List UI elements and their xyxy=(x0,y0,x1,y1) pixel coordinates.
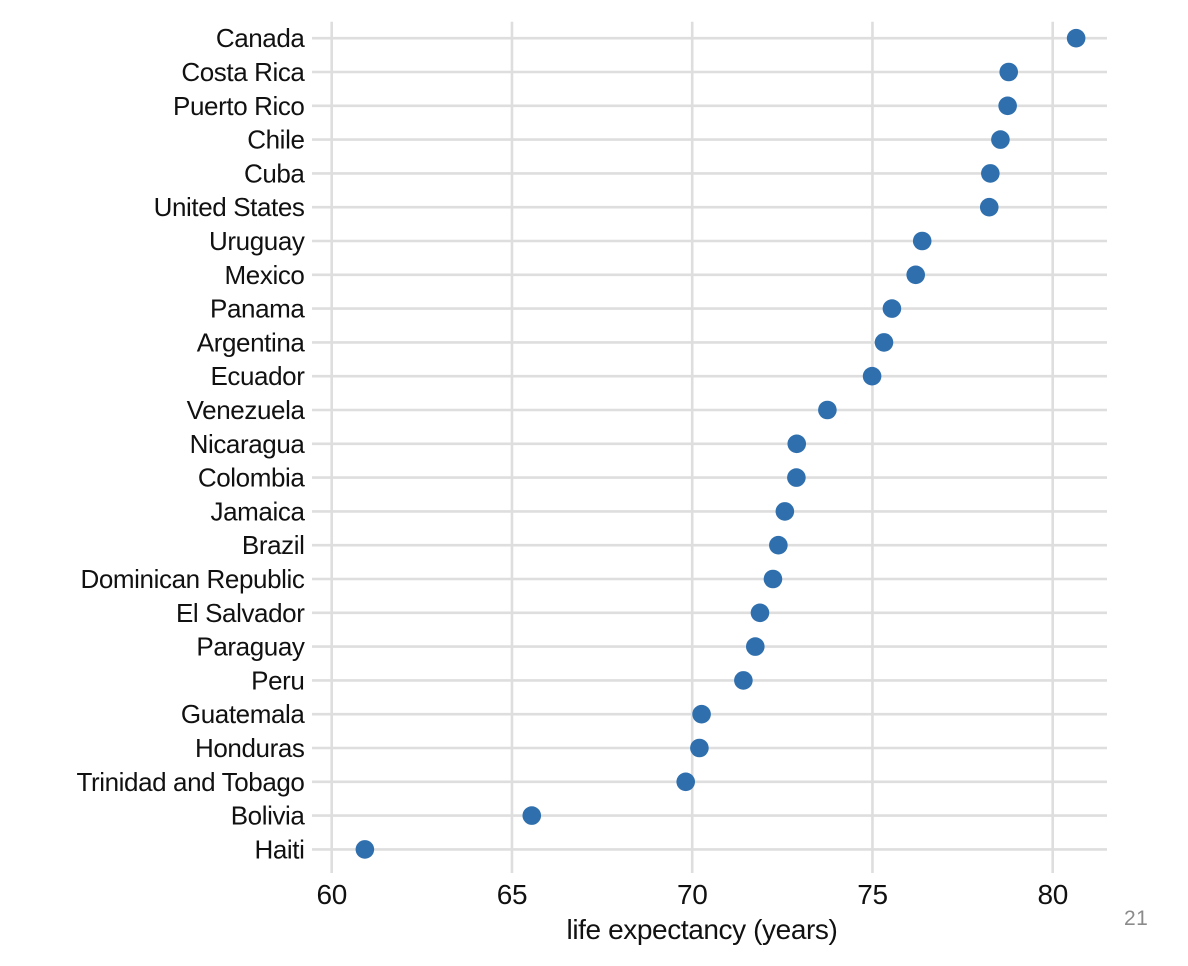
category-label: Honduras xyxy=(195,733,305,763)
category-label: Haiti xyxy=(254,834,304,864)
data-point xyxy=(769,535,788,555)
category-label: Nicaragua xyxy=(190,429,306,459)
data-point xyxy=(750,603,770,623)
category-label: Argentina xyxy=(197,327,306,357)
category-label: Trinidad and Tobago xyxy=(76,767,304,797)
category-label: Panama xyxy=(210,294,305,324)
data-point xyxy=(787,468,806,487)
data-point xyxy=(981,164,1000,183)
data-point xyxy=(676,772,696,792)
x-tick-label: 60 xyxy=(317,879,347,910)
category-label: Jamaica xyxy=(210,496,305,526)
data-point xyxy=(745,637,765,656)
category-label: Bolivia xyxy=(231,801,306,831)
data-point xyxy=(763,569,783,589)
category-label: Canada xyxy=(216,23,306,53)
category-label: Peru xyxy=(251,665,304,695)
page-number: 21 xyxy=(1124,907,1149,930)
category-label: Ecuador xyxy=(210,361,305,391)
data-point xyxy=(692,704,711,724)
category-label: Guatemala xyxy=(181,699,306,729)
x-tick-label: 65 xyxy=(497,879,527,910)
data-point xyxy=(1066,28,1086,48)
data-point xyxy=(818,400,837,420)
data-point xyxy=(906,265,926,285)
category-label: Brazil xyxy=(242,530,305,560)
category-label: Puerto Rico xyxy=(173,91,304,121)
data-point xyxy=(998,96,1017,116)
category-label: Colombia xyxy=(198,463,306,493)
x-tick-label: 80 xyxy=(1038,879,1068,910)
data-point xyxy=(775,502,795,521)
data-point xyxy=(912,231,932,251)
category-label: Dominican Republic xyxy=(80,564,304,594)
category-label: United States xyxy=(154,192,305,222)
category-label: Costa Rica xyxy=(181,57,305,87)
x-tick-label: 70 xyxy=(677,879,707,910)
data-point xyxy=(874,333,894,352)
data-point xyxy=(882,299,902,318)
category-label: El Salvador xyxy=(176,598,305,628)
data-point xyxy=(734,671,753,690)
data-point xyxy=(991,130,1010,149)
x-axis-title: life expectancy (years) xyxy=(567,914,838,945)
data-point xyxy=(522,806,542,825)
data-point xyxy=(690,738,709,758)
x-tick-label: 75 xyxy=(857,879,887,910)
data-point xyxy=(999,62,1019,82)
category-label: Uruguay xyxy=(209,226,305,256)
data-point xyxy=(862,366,882,386)
category-label: Mexico xyxy=(225,260,305,290)
category-label: Paraguay xyxy=(196,632,304,662)
category-label: Cuba xyxy=(244,158,305,188)
category-label: Venezuela xyxy=(187,395,306,425)
data-point xyxy=(787,434,807,454)
data-point xyxy=(355,840,375,859)
category-label: Chile xyxy=(247,125,304,155)
data-point xyxy=(979,197,999,217)
